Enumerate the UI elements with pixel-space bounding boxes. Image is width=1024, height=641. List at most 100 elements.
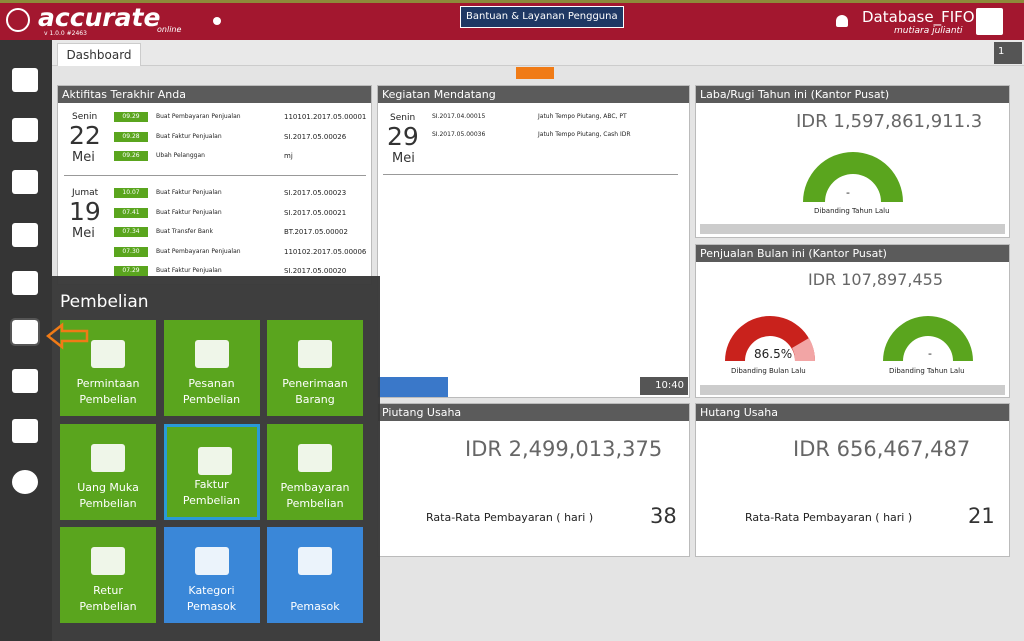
upcoming-panel: Kegiatan Mendatang Senin 29 Mei 10:40 SI…	[377, 85, 690, 398]
tab-bar: Dashboard 1	[52, 40, 1024, 66]
amount: IDR 107,897,455	[808, 270, 944, 289]
tile-label-line: Pembelian	[79, 600, 137, 613]
nav-icon[interactable]	[12, 419, 38, 443]
tile-label-line: Uang Muka	[77, 480, 139, 494]
sales-panel: Penjualan Bulan ini (Kantor Pusat) IDR 1…	[695, 244, 1010, 398]
action: Buat Pembayaran Penjualan	[156, 113, 241, 120]
time-badge: 09.26	[114, 151, 148, 161]
tile-label: Uang Muka Pembelian	[60, 480, 156, 512]
gauge	[803, 152, 903, 202]
nav-icon[interactable]	[12, 223, 38, 247]
tile-icon	[298, 443, 332, 472]
scrollbar[interactable]	[700, 385, 1005, 395]
weekday: Senin	[72, 112, 98, 122]
nav-icon[interactable]	[12, 170, 38, 194]
action: Buat Faktur Penjualan	[156, 189, 222, 196]
gauge-rest	[792, 338, 816, 361]
ref: BT.2017.05.00002	[284, 228, 348, 236]
gauge-arc	[725, 316, 815, 361]
amount: IDR 1,597,861,911.3	[796, 111, 983, 132]
tile-label: Pemasok	[267, 599, 363, 615]
menu-tile[interactable]: Pembayaran Pembelian	[267, 423, 363, 520]
panel-title: Piutang Usaha	[378, 404, 689, 421]
ref: SI.2017.05.00036	[432, 131, 486, 138]
ref: SI.2017.05.00021	[284, 208, 347, 217]
tile-label-line: Pembelian	[79, 496, 137, 510]
menu-tile[interactable]: Penerimaan Barang	[267, 320, 363, 416]
pointer-arrow	[46, 322, 89, 350]
logo: accurate	[38, 3, 161, 32]
gauge-value: 86.5%	[754, 347, 793, 361]
profit-panel: Laba/Rugi Tahun ini (Kantor Pusat) IDR 1…	[695, 85, 1010, 238]
month: Mei	[72, 226, 95, 241]
tile-label-line: Pemasok	[186, 600, 237, 613]
tile-icon	[91, 340, 125, 368]
database: Database_FIFO	[862, 8, 975, 26]
toolbar[interactable]	[378, 377, 448, 397]
day: 22	[69, 121, 101, 150]
menu-tile[interactable]: Pemasok	[267, 527, 363, 623]
nav-icon[interactable]	[12, 271, 38, 295]
nav-icon[interactable]	[12, 68, 38, 92]
tile-label-line: Pembelian	[79, 393, 137, 406]
tab[interactable]: Dashboard	[57, 43, 141, 66]
time-badge: 07.41	[114, 207, 148, 218]
menu-tile[interactable]: Permintaan Pembelian	[60, 320, 156, 416]
amount: IDR 656,467,487	[793, 437, 971, 461]
scrollbar[interactable]	[700, 224, 1005, 234]
menu-tile[interactable]: Retur Pembelian	[60, 527, 156, 623]
bell[interactable]	[836, 15, 848, 27]
tile-label-line: Pembayaran	[280, 480, 350, 494]
nav-icon[interactable]	[10, 318, 40, 346]
tile-label-line: Permintaan	[76, 377, 140, 390]
nav-icon[interactable]	[12, 118, 38, 142]
nav-icon[interactable]	[12, 369, 38, 393]
tile-label-line: Retur	[93, 584, 123, 597]
payable-panel: Hutang Usaha IDR 656,467,487 Rata-Rata P…	[695, 403, 1010, 557]
tile-label-line: Pembelian	[286, 496, 344, 510]
menu-tile[interactable]: Kategori Pemasok	[163, 527, 260, 623]
avg-days: 21	[968, 504, 995, 528]
avg-label: Rata-Rata Pembayaran ( hari )	[745, 511, 913, 524]
time-badge: 07.34	[114, 227, 148, 237]
activity-panel: Aktifitas Terakhir Anda Senin 22 Mei 09.29 Bu…	[57, 85, 372, 285]
tile-label-line: Pemasok	[290, 600, 340, 613]
time-badge: 10.07	[114, 188, 148, 198]
panel-title: Laba/Rugi Tahun ini (Kantor Pusat)	[696, 86, 1009, 103]
action: Buat Faktur Penjualan	[156, 208, 222, 216]
ref: SI.2017.05.00026	[284, 132, 347, 141]
menu-tile[interactable]: Pesanan Pembelian	[163, 320, 260, 416]
clock: 10:40	[640, 377, 688, 395]
tile-label: Pesanan Pembelian	[164, 376, 260, 408]
menu-tile[interactable]: Uang Muka Pembelian	[60, 423, 156, 520]
tile-label: Faktur Pembelian	[167, 477, 257, 509]
page-select[interactable]: 1	[994, 42, 1022, 64]
gauge-caption: Dibanding Tahun Lalu	[889, 367, 965, 375]
separator	[64, 175, 366, 176]
tile-label-line: Pembelian	[182, 493, 241, 507]
action: Buat Faktur Penjualan	[156, 132, 222, 140]
menu-tile[interactable]: Faktur Pembelian	[163, 423, 260, 520]
desc: Jatuh Tempo Piutang, Cash IDR	[538, 131, 631, 138]
tile-label-line: Pembelian	[182, 393, 241, 406]
time-badge: 07.30	[114, 246, 148, 257]
gauge-value: -	[846, 186, 850, 199]
dot[interactable]	[213, 17, 221, 25]
top-bar: accurate online v 1.0.0 #2463 Bantuan & …	[0, 0, 1024, 40]
gauge-value: -	[928, 347, 932, 360]
action: Buat Pembayaran Penjualan	[156, 247, 241, 255]
tile-icon	[298, 340, 332, 368]
gauge	[725, 316, 816, 361]
ref: SI.2017.04.00015	[432, 113, 486, 120]
purchase-menu: Pembelian Permintaan Pembelian Pesanan Pemb…	[52, 276, 380, 641]
tile-label: Kategori Pemasok	[164, 583, 260, 615]
avatar[interactable]	[976, 8, 1003, 35]
month: Mei	[72, 150, 95, 165]
collapse-button[interactable]	[516, 67, 554, 79]
help-button[interactable]: Bantuan & Layanan Pengguna	[460, 6, 624, 28]
desc: Jatuh Tempo Piutang, ABC, PT	[538, 113, 627, 120]
tile-icon	[197, 446, 232, 475]
ref: SI.2017.05.00023	[284, 189, 347, 197]
nav-icon[interactable]	[12, 470, 38, 494]
day: 19	[69, 197, 101, 226]
